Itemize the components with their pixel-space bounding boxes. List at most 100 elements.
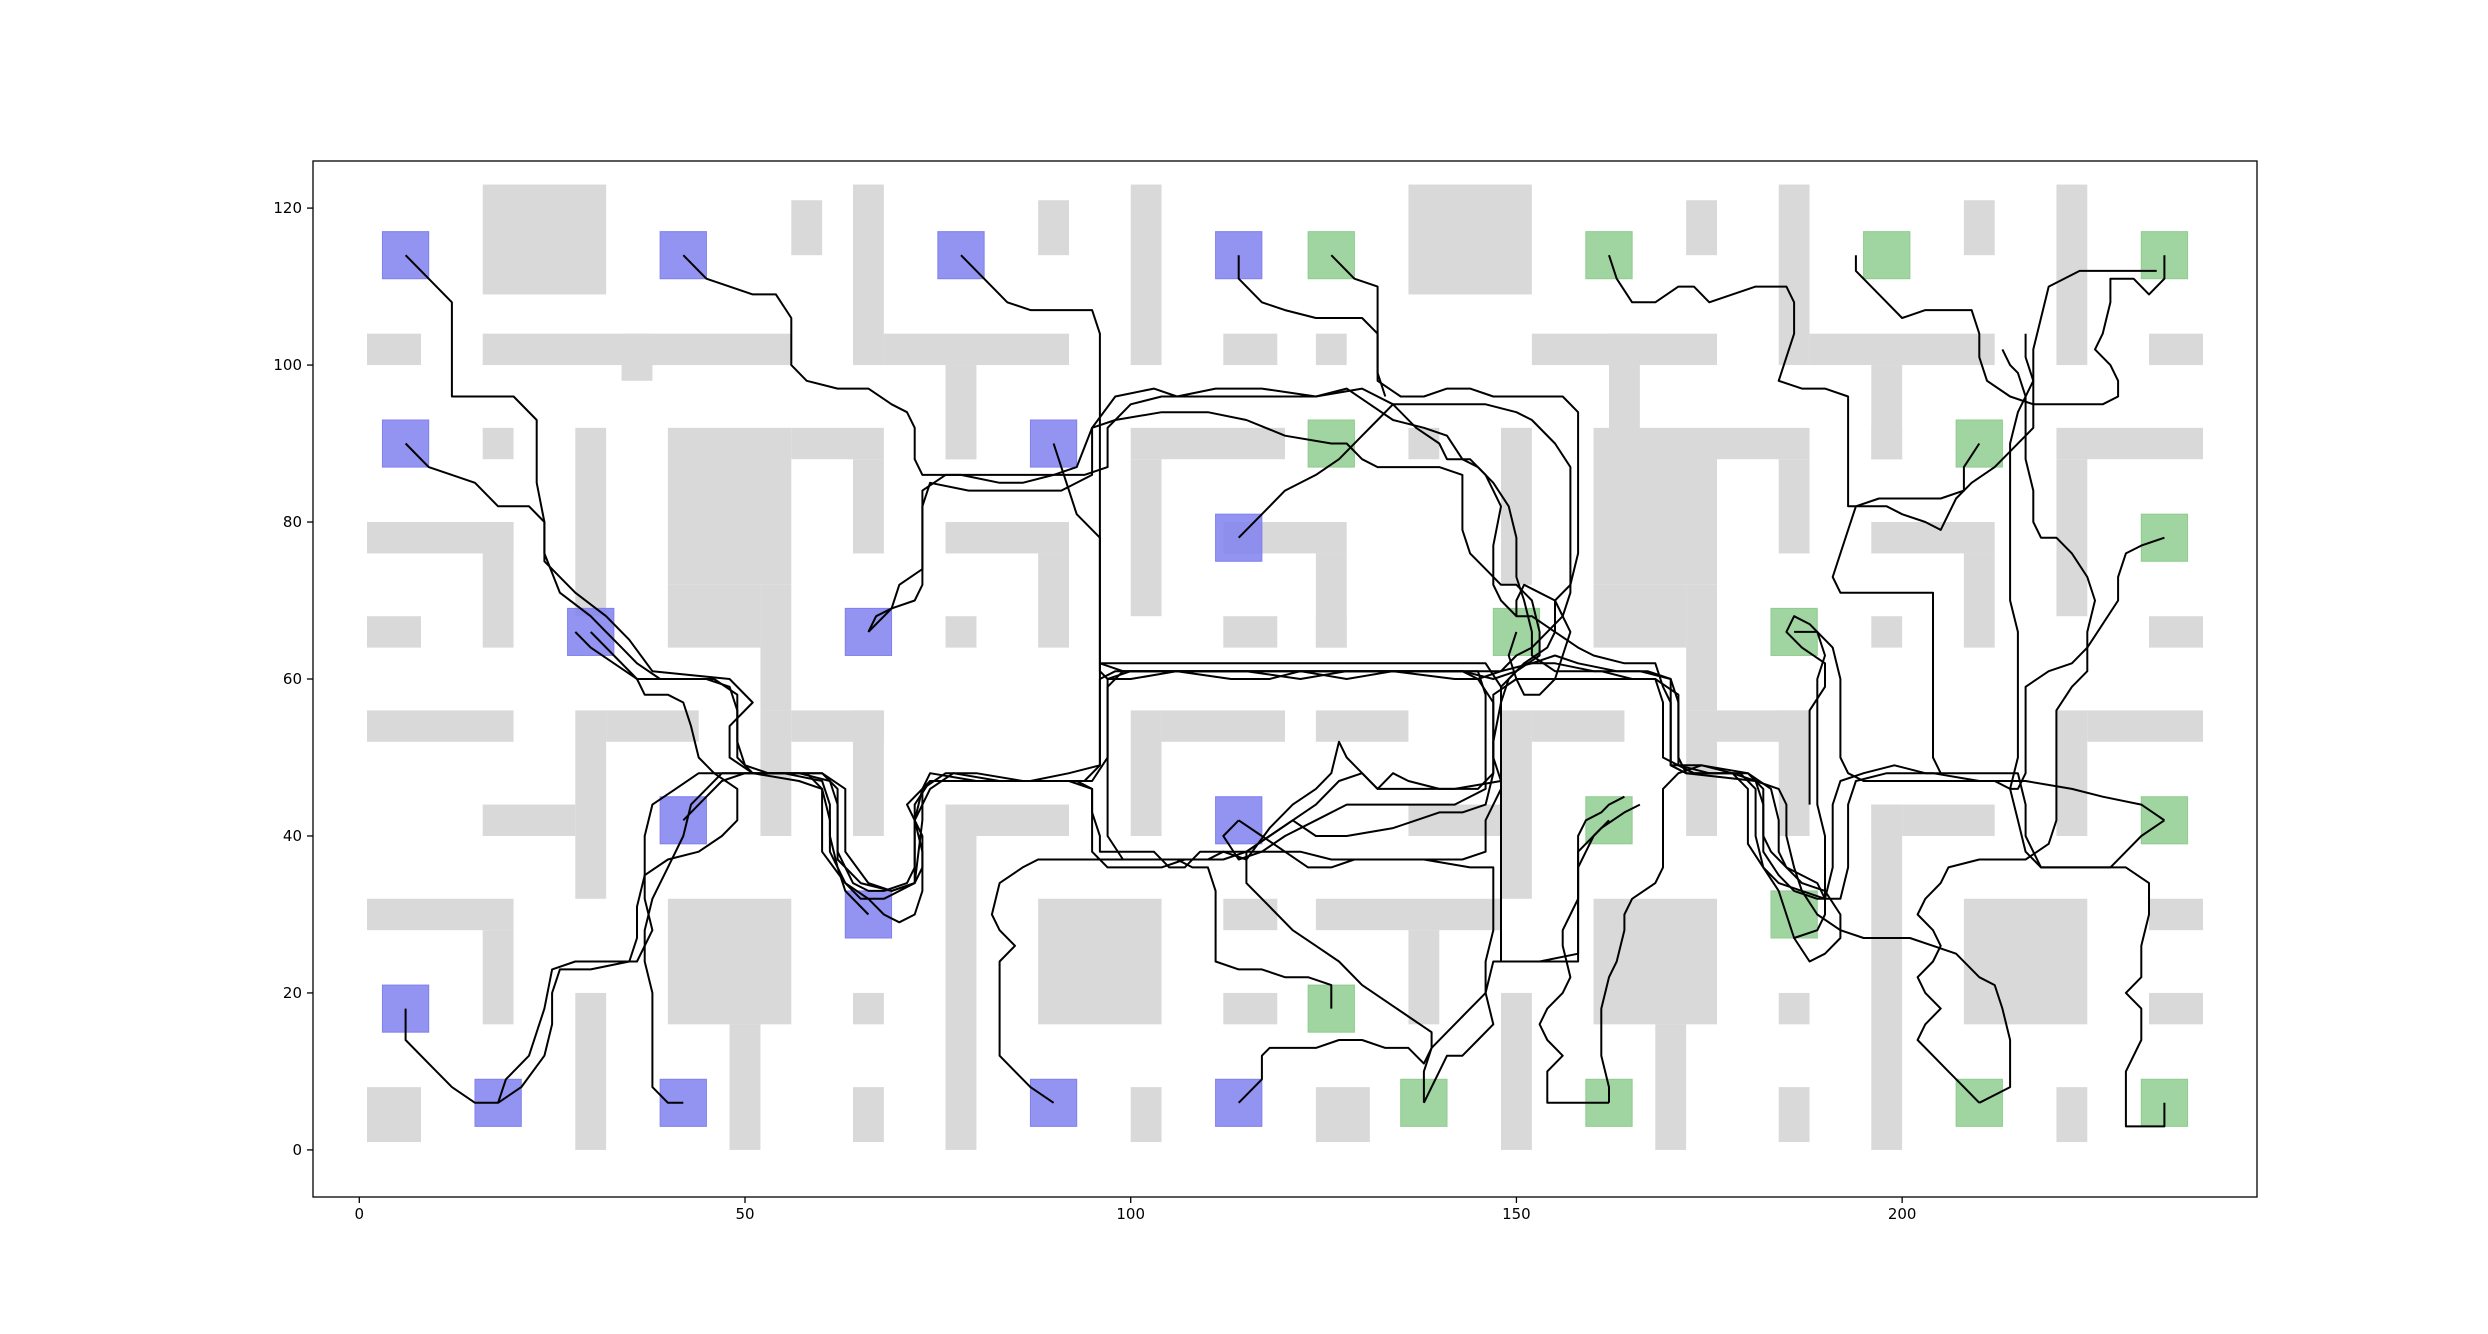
agent-path bbox=[960, 254, 2012, 1104]
obstacle-block bbox=[1778, 184, 1810, 366]
agent-path bbox=[1794, 630, 1826, 899]
obstacle-block bbox=[1593, 427, 1717, 585]
obstacle-block bbox=[1593, 898, 1717, 1025]
obstacle-block bbox=[1223, 616, 1278, 648]
agent-path bbox=[1916, 348, 2096, 1104]
agent-path bbox=[1785, 536, 2165, 805]
obstacle-block bbox=[1161, 710, 1285, 742]
obstacle-block bbox=[1223, 898, 1278, 931]
start-zone bbox=[1029, 1078, 1078, 1127]
obstacle-block bbox=[1130, 184, 1162, 366]
agent-path bbox=[1608, 254, 2035, 531]
agent-path bbox=[643, 772, 870, 1104]
obstacle-block bbox=[482, 427, 514, 460]
obstacle-block bbox=[1223, 992, 1278, 1025]
obstacle-block bbox=[1902, 804, 1995, 836]
goal-zone bbox=[1863, 231, 1911, 280]
obstacle-block bbox=[1038, 553, 1069, 648]
obstacle-block bbox=[1501, 992, 1532, 1150]
obstacle-block bbox=[1130, 1087, 1162, 1143]
obstacle-block bbox=[1223, 333, 1278, 366]
obstacle-block bbox=[1871, 616, 1903, 648]
obstacle-block bbox=[1686, 200, 1717, 256]
obstacle-block bbox=[1130, 459, 1162, 617]
obstacle-block bbox=[1593, 584, 1687, 648]
obstacle-block bbox=[1038, 898, 1162, 1025]
obstacle-block bbox=[1408, 184, 1532, 295]
goal-zone bbox=[1585, 231, 1633, 280]
agent-path bbox=[1538, 795, 1625, 1104]
obstacle-block bbox=[2056, 1087, 2088, 1143]
agent-path bbox=[867, 387, 1842, 963]
obstacle-block bbox=[1871, 804, 1903, 1150]
path-layer bbox=[404, 254, 2166, 1128]
start-zone bbox=[1215, 796, 1263, 845]
goal-zone bbox=[2140, 513, 2189, 562]
obstacle-block bbox=[1963, 553, 1995, 648]
obstacle-block bbox=[760, 584, 792, 711]
zone-layer bbox=[381, 231, 2189, 1127]
y-tick-label: 0 bbox=[292, 1141, 302, 1159]
obstacle-block bbox=[1717, 427, 1810, 460]
obstacle-block bbox=[976, 804, 1069, 836]
x-axis: 0 50 100 150 200 bbox=[355, 1197, 1917, 1223]
obstacle-block bbox=[367, 333, 421, 366]
obstacle-block bbox=[1408, 804, 1501, 836]
obstacle-block bbox=[482, 804, 576, 836]
agent-path bbox=[1831, 442, 1981, 774]
x-tick-label: 0 bbox=[355, 1205, 365, 1223]
x-tick-label: 200 bbox=[1888, 1205, 1917, 1223]
obstacle-block bbox=[1778, 1087, 1810, 1143]
obstacle-block bbox=[1871, 522, 1995, 554]
obstacle-block bbox=[2056, 710, 2088, 836]
obstacle-block bbox=[1809, 333, 1995, 366]
obstacle-block bbox=[883, 333, 1069, 366]
obstacle-block bbox=[2087, 710, 2203, 742]
obstacle-block bbox=[1778, 710, 1810, 836]
obstacle-block bbox=[945, 522, 1069, 554]
obstacle-block bbox=[1531, 710, 1625, 742]
goal-zone bbox=[2140, 796, 2189, 845]
obstacle-block bbox=[1315, 898, 1501, 931]
obstacle-block bbox=[2149, 616, 2203, 648]
obstacle-block bbox=[1871, 427, 1903, 460]
obstacle-block bbox=[1130, 710, 1162, 836]
obstacle-block bbox=[667, 898, 792, 1025]
obstacle-block bbox=[1655, 1024, 1687, 1150]
obstacle-block bbox=[945, 616, 977, 648]
obstacle-block bbox=[1315, 1087, 1370, 1143]
obstacle-block bbox=[2056, 427, 2203, 460]
obstacle-block bbox=[1408, 930, 1440, 1025]
start-zone bbox=[1029, 419, 1078, 468]
obstacle-block bbox=[2149, 898, 2203, 931]
obstacle-block bbox=[2149, 992, 2203, 1025]
agent-path bbox=[1238, 662, 2165, 900]
obstacle-block bbox=[1963, 898, 2088, 1025]
obstacle-block bbox=[945, 435, 977, 460]
y-tick-label: 120 bbox=[273, 199, 302, 217]
obstacle-block bbox=[367, 898, 514, 931]
obstacle-block bbox=[853, 710, 884, 836]
agent-path bbox=[990, 678, 2166, 1128]
agent-path bbox=[2009, 269, 2165, 869]
obstacle-block bbox=[1963, 200, 1995, 256]
obstacle-block bbox=[2056, 459, 2088, 617]
obstacle-block bbox=[667, 427, 792, 585]
obstacle-block bbox=[575, 992, 607, 1150]
obstacle-block bbox=[667, 584, 761, 648]
agent-path bbox=[1507, 583, 1572, 696]
agent-path bbox=[1330, 254, 1387, 397]
obstacle-layer bbox=[367, 184, 2203, 1150]
obstacle-block bbox=[791, 427, 884, 460]
obstacle-block bbox=[1038, 200, 1069, 256]
obstacle-block bbox=[1686, 584, 1717, 711]
obstacle-block bbox=[729, 1024, 761, 1150]
agent-path bbox=[404, 631, 739, 1104]
y-axis: 0 20 40 60 80 100 120 bbox=[273, 199, 313, 1159]
goal-zone bbox=[1770, 890, 1818, 939]
obstacle-block bbox=[482, 184, 607, 295]
y-tick-label: 100 bbox=[273, 356, 302, 374]
x-tick-label: 150 bbox=[1502, 1205, 1531, 1223]
obstacle-block bbox=[1130, 427, 1285, 460]
